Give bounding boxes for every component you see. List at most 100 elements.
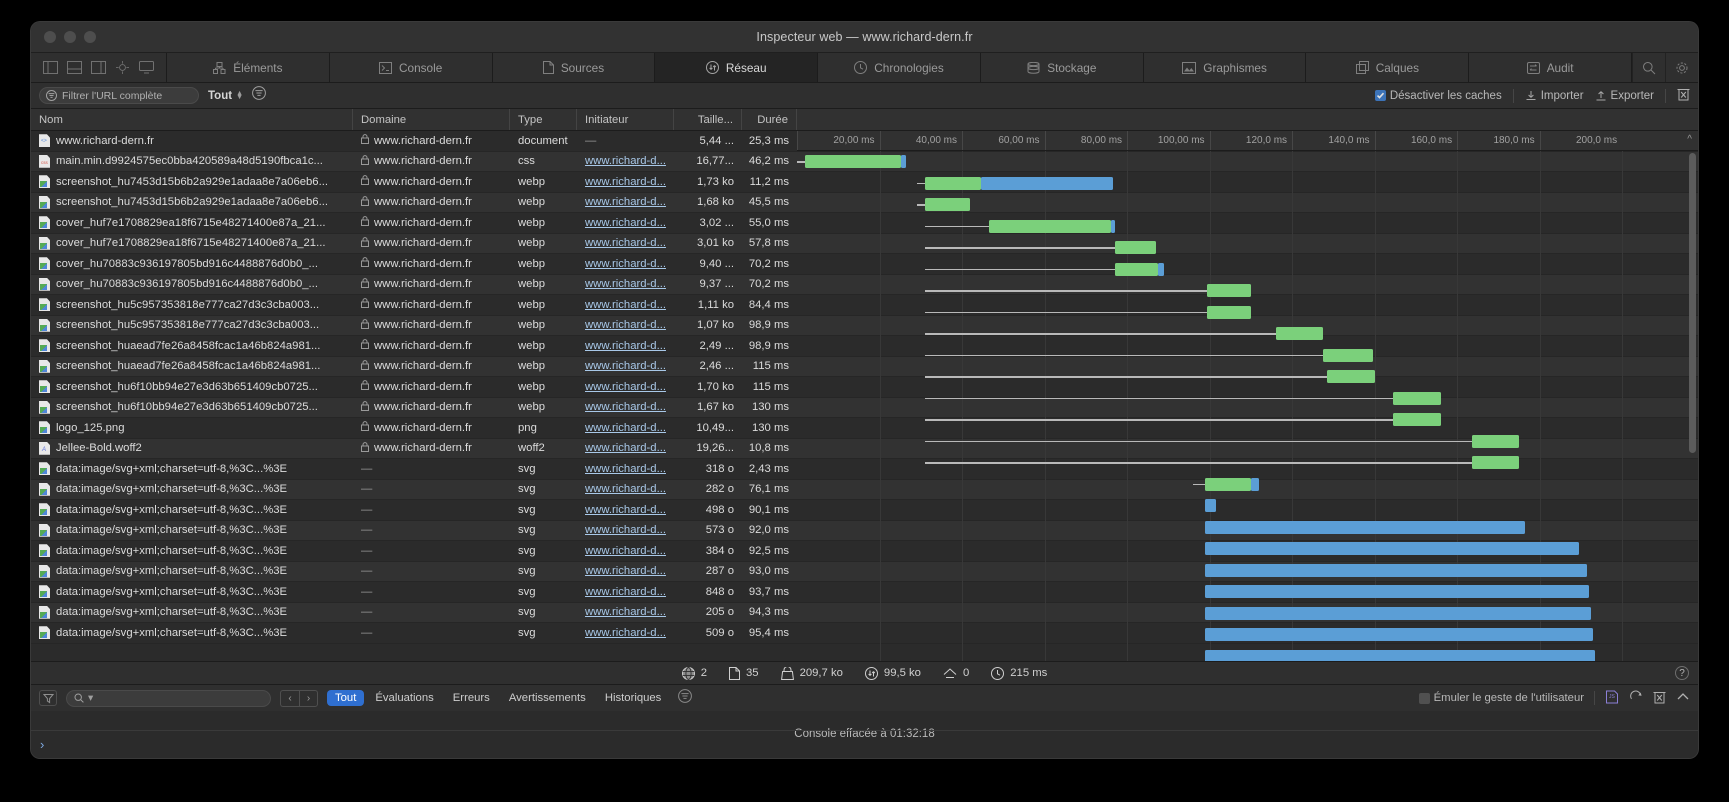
table-row[interactable]: data:image/svg+xml;charset=utf-8,%3C...%… [31,582,1698,603]
refresh-icon[interactable] [1629,690,1643,707]
table-row[interactable]: data:image/svg+xml;charset=utf-8,%3C...%… [31,561,1698,582]
table-row[interactable]: A Jellee-Bold.woff2 www.richard-dern.fr wof… [31,438,1698,459]
initiator-link[interactable]: www.richard-d... [585,257,666,270]
table-row[interactable]: screenshot_huaead7fe26a8458fcac1a46b824a… [31,356,1698,377]
zoom-button[interactable] [84,31,96,43]
responsive-design-icon[interactable] [139,61,154,74]
table-row[interactable]: data:image/svg+xml;charset=utf-8,%3C...%… [31,500,1698,521]
search-prev-button[interactable]: ‹ [280,689,299,707]
table-row[interactable]: data:image/svg+xml;charset=utf-8,%3C...%… [31,602,1698,623]
search-next-button[interactable]: › [299,689,318,707]
tab-elements[interactable]: Éléments [167,53,330,82]
table-row[interactable]: cover_huf7e1708829ea18f6715e48271400e87a… [31,213,1698,234]
table-row[interactable]: data:image/svg+xml;charset=utf-8,%3C...%… [31,541,1698,562]
tab-console[interactable]: Console [330,53,493,82]
initiator-link[interactable]: www.richard-d... [585,237,666,250]
table-row[interactable]: css main.min.d9924575ec0bba420589a48d5190… [31,151,1698,172]
initiator-link[interactable]: www.richard-d... [585,606,666,619]
console-body[interactable]: Console effacée à 01:32:18 › [31,711,1698,758]
dock-right-icon[interactable] [91,61,106,74]
table-row[interactable]: screenshot_hu7453d15b6b2a929e1adaa8e7a06… [31,192,1698,213]
tab-sources[interactable]: Sources [493,53,656,82]
initiator-link[interactable]: www.richard-d... [585,278,666,291]
column-header-initiateur[interactable]: Initiateur [577,109,674,130]
console-filter-tout[interactable]: Tout [327,690,365,707]
table-row[interactable]: logo_125.png www.richard-dern.fr png www.ri… [31,418,1698,439]
search-icon[interactable] [1632,53,1665,82]
column-header-domaine[interactable]: Domaine [353,109,510,130]
close-button[interactable] [44,31,56,43]
minimize-button[interactable] [64,31,76,43]
table-row[interactable]: screenshot_hu6f10bb94e27e3d63b651409cb07… [31,377,1698,398]
dock-left-icon[interactable] [43,61,58,74]
initiator-link[interactable]: www.richard-d... [585,462,666,475]
console-filter-historiques[interactable]: Historiques [604,692,662,705]
table-row[interactable]: screenshot_hu6f10bb94e27e3d63b651409cb07… [31,397,1698,418]
chevron-up-icon[interactable] [1676,691,1690,706]
initiator-link[interactable]: www.richard-d... [585,360,666,373]
clear-console-button[interactable] [1653,690,1666,707]
tab-timelines[interactable]: Chronologies [818,53,981,82]
element-picker-icon[interactable] [115,61,130,74]
tab-layers[interactable]: Calques [1306,53,1470,82]
initiator-link[interactable]: www.richard-d... [585,524,666,537]
table-row[interactable]: data:image/svg+xml;charset=utf-8,%3C...%… [31,459,1698,480]
initiator-link[interactable]: www.richard-d... [585,585,666,598]
help-button[interactable]: ? [1675,666,1689,681]
waterfall-bar-download[interactable] [1205,649,1596,662]
column-header-taille[interactable]: Taille... [674,109,742,130]
initiator-link[interactable]: www.richard-d... [585,503,666,516]
column-header-waterfall[interactable] [797,109,1698,130]
dock-bottom-icon[interactable] [67,61,82,74]
initiator-link[interactable]: www.richard-d... [585,626,666,639]
initiator-link[interactable]: www.richard-d... [585,319,666,332]
initiator-link[interactable]: www.richard-d... [585,298,666,311]
tab-audit[interactable]: Audit [1469,53,1633,82]
table-row[interactable]: screenshot_huaead7fe26a8458fcac1a46b824a… [31,336,1698,357]
console-search-input[interactable]: ▾ [66,689,271,707]
initiator-link[interactable]: www.richard-d... [585,196,666,209]
tab-storage[interactable]: Stockage [981,53,1144,82]
vertical-scrollbar[interactable] [1689,153,1696,659]
column-header-duree[interactable]: Durée [742,109,797,130]
table-row[interactable]: data:image/svg+xml;charset=utf-8,%3C...%… [31,479,1698,500]
column-header-type[interactable]: Type [510,109,577,130]
table-row[interactable]: <> www.richard-dern.fr www.richard-dern.fr… [31,131,1698,152]
table-row[interactable]: screenshot_hu5c957353818e777ca27d3c3cba0… [31,295,1698,316]
initiator-link[interactable]: www.richard-d... [585,483,666,496]
table-row[interactable]: screenshot_hu5c957353818e777ca27d3c3cba0… [31,315,1698,336]
initiator-link[interactable]: www.richard-d... [585,544,666,557]
console-filter-erreurs[interactable]: Erreurs [452,692,490,705]
network-table-body[interactable]: <> www.richard-dern.fr www.richard-dern.fr… [31,131,1698,662]
table-row[interactable]: data:image/svg+xml;charset=utf-8,%3C...%… [31,623,1698,644]
console-prompt[interactable]: › [31,730,1698,758]
initiator-link[interactable]: www.richard-d... [585,216,666,229]
table-row[interactable]: screenshot_hu7453d15b6b2a929e1adaa8e7a06… [31,172,1698,193]
initiator-link[interactable]: www.richard-d... [585,401,666,414]
url-filter-input[interactable]: Filtrer l'URL complète [39,87,199,104]
initiator-link[interactable]: www.richard-d... [585,565,666,578]
initiator-link[interactable]: www.richard-d... [585,442,666,455]
window-controls[interactable] [44,31,96,43]
import-button[interactable]: Importer [1525,90,1584,102]
clear-network-items-button[interactable] [1677,87,1690,104]
group-media-requests-icon[interactable] [252,86,266,105]
table-row[interactable]: cover_huf7e1708829ea18f6715e48271400e87a… [31,233,1698,254]
initiator-link[interactable]: www.richard-d... [585,380,666,393]
console-settings-icon[interactable] [678,688,693,708]
export-button[interactable]: Exporter [1595,90,1654,102]
js-snippet-icon[interactable]: JS [1605,690,1619,707]
console-filter-avertissements[interactable]: Avertissements [508,692,586,705]
gear-icon[interactable] [1665,53,1698,82]
tab-graphics[interactable]: Graphismes [1144,53,1307,82]
scrollbar-thumb[interactable] [1689,153,1696,453]
initiator-link[interactable]: www.richard-d... [585,155,666,168]
tab-network[interactable]: Réseau [655,53,819,82]
column-header-nom[interactable]: Nom [31,109,353,130]
console-filter-evaluations[interactable]: Évaluations [375,692,434,705]
table-row[interactable]: cover_hu70883c936197805bd916c4488876d0b0… [31,274,1698,295]
initiator-link[interactable]: www.richard-d... [585,175,666,188]
disable-caches-toggle[interactable]: Désactiver les caches [1374,90,1502,102]
emulate-user-gesture-toggle[interactable]: Émuler le geste de l'utilisateur [1418,692,1584,704]
table-row[interactable]: data:image/svg+xml;charset=utf-8,%3C...%… [31,520,1698,541]
